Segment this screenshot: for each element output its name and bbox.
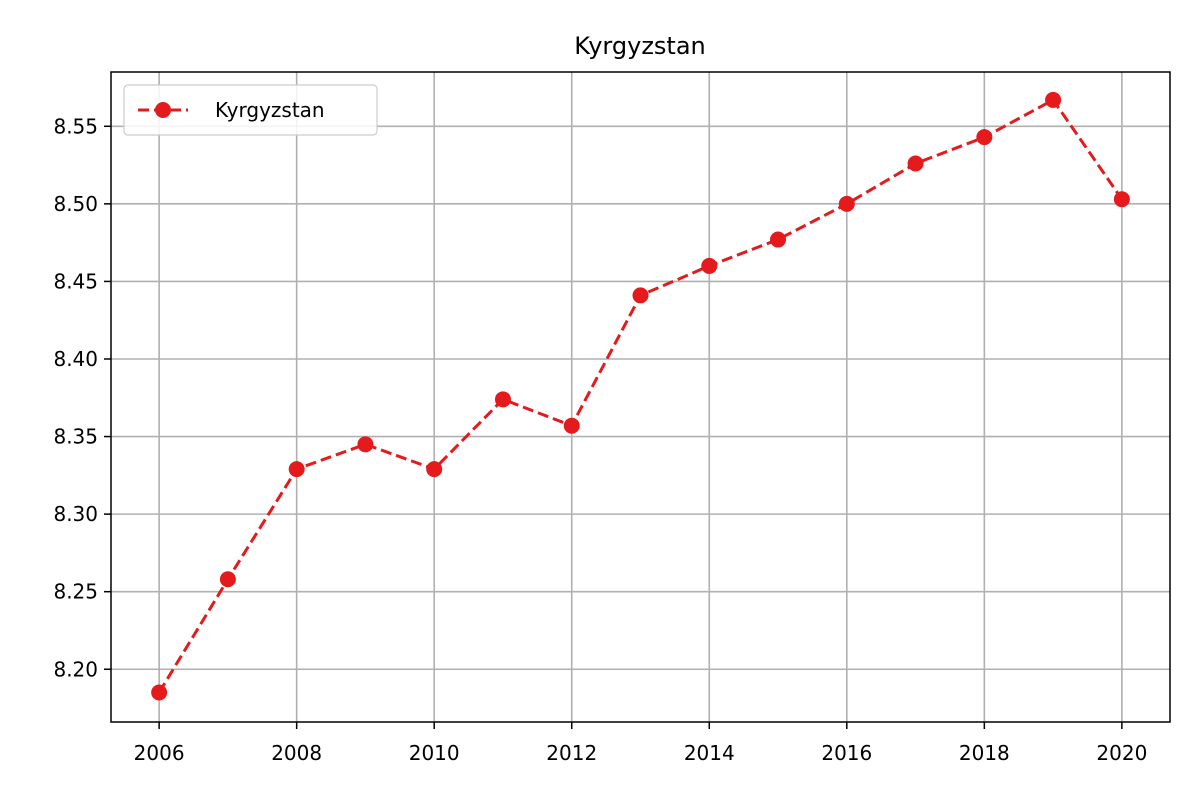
data-point <box>1045 91 1062 108</box>
data-point <box>907 155 924 172</box>
x-tick-label: 2012 <box>546 741 597 765</box>
y-tick-label: 8.35 <box>53 425 98 449</box>
x-tick-label: 2010 <box>409 741 460 765</box>
x-tick-label: 2006 <box>134 741 185 765</box>
data-point <box>632 287 649 304</box>
x-tick-label: 2020 <box>1096 741 1147 765</box>
data-point <box>357 436 374 453</box>
y-tick-label: 8.55 <box>53 114 98 138</box>
x-tick-label: 2018 <box>959 741 1010 765</box>
grid <box>111 72 1170 722</box>
y-tick-label: 8.45 <box>53 269 98 293</box>
y-tick-label: 8.40 <box>53 347 98 371</box>
data-point <box>494 391 511 408</box>
data-point <box>219 571 236 588</box>
plot-frame <box>110 71 1171 723</box>
x-tick-label: 2014 <box>684 741 735 765</box>
data-point <box>838 195 855 212</box>
legend: Kyrgyzstan <box>123 84 378 136</box>
data-point <box>701 257 718 274</box>
chart-title: Kyrgyzstan <box>574 32 706 60</box>
data-point <box>770 231 787 248</box>
y-tick-label: 8.20 <box>53 657 98 681</box>
legend-marker-sample <box>155 102 171 118</box>
data-point <box>151 684 168 701</box>
y-tick-label: 8.50 <box>53 192 98 216</box>
data-point <box>563 417 580 434</box>
data-point <box>976 129 993 146</box>
y-tick-label: 8.25 <box>53 580 98 604</box>
x-tick-label: 2016 <box>821 741 872 765</box>
y-tick-label: 8.30 <box>53 502 98 526</box>
data-point <box>426 461 443 478</box>
data-point <box>1113 191 1130 208</box>
legend-label: Kyrgyzstan <box>215 98 325 122</box>
axes: 2006 2008 2010 2012 2014 2016 2018 2020 8.20 8.25… <box>53 114 1147 765</box>
series-layer <box>151 91 1130 701</box>
legend-box <box>123 84 378 136</box>
x-tick-label: 2008 <box>271 741 322 765</box>
data-point <box>288 461 305 478</box>
